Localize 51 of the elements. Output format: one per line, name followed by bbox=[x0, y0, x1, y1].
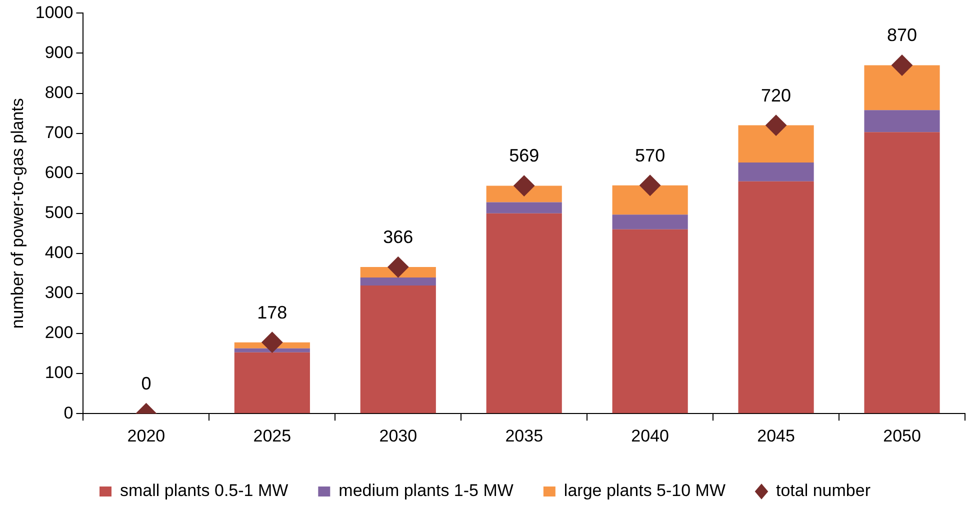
bar bbox=[360, 285, 436, 414]
legend-label: large plants 5-10 MW bbox=[564, 481, 726, 500]
data-label: 570 bbox=[635, 145, 666, 166]
data-label: 569 bbox=[509, 146, 540, 166]
y-tick-label: 500 bbox=[44, 203, 74, 222]
bar bbox=[234, 352, 310, 414]
bar bbox=[486, 202, 562, 214]
bar bbox=[360, 277, 436, 286]
bar bbox=[864, 110, 940, 132]
y-tick-label: 0 bbox=[64, 403, 74, 422]
bar bbox=[738, 181, 814, 414]
x-tick-label: 2020 bbox=[127, 426, 166, 446]
point bbox=[514, 175, 535, 196]
y-axis-title: number of power-to-gas plants bbox=[8, 98, 27, 329]
x-tick-label: 2040 bbox=[631, 426, 669, 446]
data-label: 0 bbox=[141, 374, 152, 394]
y-tick-label: 1000 bbox=[35, 2, 74, 22]
y-tick-label: 300 bbox=[44, 283, 74, 302]
x-tick-label: 2030 bbox=[379, 426, 418, 446]
y-tick-label: 800 bbox=[44, 82, 74, 102]
data-label: 366 bbox=[383, 227, 414, 248]
legend-label: total number bbox=[776, 481, 871, 500]
bar bbox=[738, 125, 814, 163]
x-tick-label: 2050 bbox=[883, 426, 921, 446]
y-tick-label: 100 bbox=[44, 363, 74, 382]
bar bbox=[738, 162, 814, 182]
data-label: 178 bbox=[257, 302, 288, 322]
x-tick-label: 2035 bbox=[505, 426, 544, 446]
y-tick-label: 900 bbox=[44, 42, 74, 62]
legend-label: small plants 0.5-1 MW bbox=[120, 481, 288, 500]
point bbox=[388, 256, 409, 278]
point bbox=[640, 174, 661, 196]
data-label: 720 bbox=[761, 85, 792, 106]
point bbox=[766, 114, 787, 136]
data-label: 870 bbox=[886, 25, 918, 46]
bar bbox=[864, 132, 940, 414]
legend-label: medium plants 1-5 MW bbox=[338, 481, 514, 500]
y-tick-label: 700 bbox=[44, 123, 74, 142]
x-tick-label: 2025 bbox=[253, 426, 292, 446]
bar bbox=[612, 214, 688, 230]
y-tick-label: 400 bbox=[44, 243, 74, 262]
point bbox=[262, 332, 283, 353]
bar bbox=[486, 213, 562, 414]
y-tick-label: 200 bbox=[44, 323, 74, 342]
bar bbox=[612, 185, 688, 215]
x-tick-label: 2045 bbox=[757, 426, 795, 446]
bar bbox=[864, 65, 940, 110]
point bbox=[892, 54, 913, 76]
y-tick-label: 600 bbox=[44, 163, 74, 182]
bar bbox=[234, 348, 310, 352]
bar bbox=[612, 229, 688, 414]
